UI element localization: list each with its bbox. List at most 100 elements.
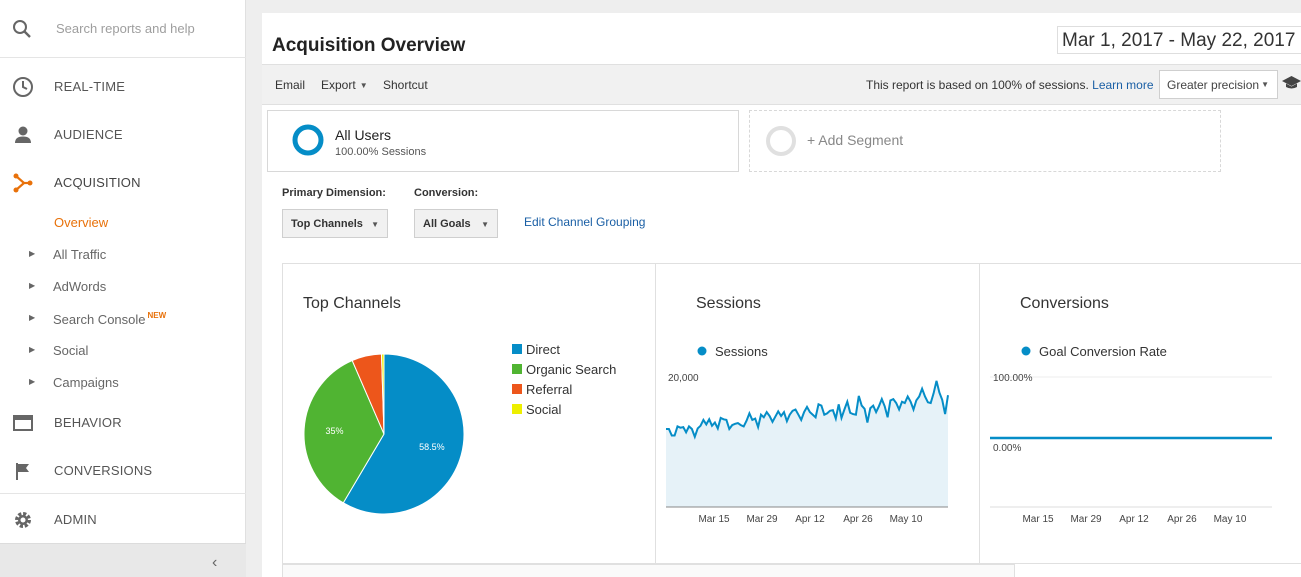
precision-value: Greater precision bbox=[1167, 78, 1260, 92]
date-range-picker[interactable]: Mar 1, 2017 - May 22, 2017 bbox=[1057, 26, 1301, 54]
expand-arrow-icon: ▶ bbox=[29, 313, 36, 322]
x-tick-label: Apr 12 bbox=[1119, 514, 1149, 525]
expand-arrow-icon: ▶ bbox=[29, 281, 36, 290]
sidebar-subitem-campaigns[interactable]: ▶ Campaigns bbox=[0, 370, 246, 396]
x-tick-label: May 10 bbox=[1214, 514, 1247, 525]
clock-icon bbox=[13, 77, 33, 97]
sidebar-subitem-social[interactable]: ▶ Social bbox=[0, 338, 246, 364]
legend-entry: Sessions bbox=[715, 344, 768, 359]
learn-more-link[interactable]: Learn more bbox=[1092, 78, 1154, 92]
sidebar-subitem-label: Search Console NEW bbox=[53, 311, 166, 327]
chevron-left-icon[interactable]: ‹ bbox=[212, 554, 218, 571]
sidebar-item-label: REAL-TIME bbox=[54, 79, 126, 94]
sidebar-subitem-label: Overview bbox=[54, 215, 109, 230]
precision-select[interactable]: Greater precision ▼ bbox=[1159, 70, 1278, 99]
sidebar-item-conversions[interactable]: CONVERSIONS bbox=[0, 450, 246, 490]
person-icon bbox=[15, 126, 31, 143]
conversions-title: Conversions bbox=[1020, 295, 1109, 312]
sessions-series-line[interactable] bbox=[666, 380, 949, 440]
legend-swatch bbox=[512, 384, 522, 394]
flag-icon bbox=[16, 463, 29, 480]
search-placeholder[interactable]: Search reports and help bbox=[56, 21, 195, 36]
legend-swatch bbox=[512, 364, 522, 374]
sidebar-item-behavior[interactable]: BEHAVIOR bbox=[0, 402, 246, 442]
segment-ring-icon bbox=[292, 124, 324, 156]
conversions-line-chart: Goal Conversion Rate 100.00% 0.00% Mar 15 Ma… bbox=[990, 344, 1272, 525]
sidebar-item-label: CONVERSIONS bbox=[54, 463, 153, 478]
add-segment-button[interactable]: + Add Segment bbox=[749, 110, 1221, 172]
legend-dot bbox=[697, 346, 707, 356]
legend-swatch bbox=[512, 404, 522, 414]
sidebar-item-admin[interactable]: ADMIN bbox=[0, 493, 246, 543]
search-icon bbox=[13, 20, 31, 38]
legend-entry[interactable]: Referral bbox=[526, 382, 572, 397]
sidebar-item-real-time[interactable]: REAL-TIME bbox=[0, 66, 246, 106]
behavior-icon bbox=[13, 415, 33, 431]
primary-dimension-label: Primary Dimension: bbox=[282, 187, 386, 199]
segment-subtitle: 100.00% Sessions bbox=[335, 146, 427, 158]
sidebar-search[interactable]: Search reports and help bbox=[0, 0, 246, 58]
sidebar-collapse[interactable]: ‹ bbox=[0, 543, 246, 577]
conversion-label: Conversion: bbox=[414, 187, 479, 199]
sidebar-item-label: ADMIN bbox=[54, 512, 97, 527]
caret-down-icon: ▼ bbox=[371, 220, 379, 229]
page-title: Acquisition Overview bbox=[272, 35, 466, 56]
main-panel: Acquisition Overview Mar 1, 2017 - May 2… bbox=[262, 13, 1301, 577]
sidebar-subitem-search-console[interactable]: ▶ Search Console NEW bbox=[0, 306, 246, 332]
legend-entry[interactable]: Social bbox=[526, 402, 562, 417]
graduation-cap-icon[interactable] bbox=[1282, 76, 1301, 90]
report-toolbar: Email Export ▼ Shortcut This report is ba… bbox=[262, 64, 1301, 105]
pie-slice-organic-search[interactable] bbox=[303, 359, 385, 504]
conversion-select[interactable]: All Goals ▼ bbox=[414, 209, 498, 238]
y-tick-label: 20,000 bbox=[668, 373, 699, 384]
panel-divider bbox=[979, 264, 980, 563]
sidebar-item-audience[interactable]: AUDIENCE bbox=[0, 114, 246, 154]
sidebar-subitem-overview[interactable]: Overview bbox=[0, 210, 246, 236]
conversion-value: All Goals bbox=[423, 218, 471, 230]
sidebar-item-acquisition[interactable]: ACQUISITION bbox=[0, 162, 246, 202]
sampling-note-text: This report is based on 100% of sessions… bbox=[866, 78, 1089, 92]
x-tick-label: May 10 bbox=[890, 514, 923, 525]
shortcut-button[interactable]: Shortcut bbox=[383, 78, 428, 92]
x-tick-label: Mar 29 bbox=[746, 514, 778, 525]
caret-down-icon: ▼ bbox=[481, 220, 489, 229]
sidebar-item-label: ACQUISITION bbox=[54, 175, 141, 190]
legend-entry[interactable]: Direct bbox=[526, 342, 560, 357]
pie-slice-social[interactable] bbox=[380, 353, 385, 435]
expand-arrow-icon: ▶ bbox=[29, 249, 36, 258]
next-section-edge bbox=[282, 564, 1015, 577]
legend-swatch bbox=[512, 344, 522, 354]
x-tick-label: Apr 12 bbox=[795, 514, 825, 525]
caret-down-icon: ▼ bbox=[1261, 80, 1269, 89]
admin-row-inner: ADMIN bbox=[0, 499, 246, 539]
top-channels-title: Top Channels bbox=[303, 295, 401, 312]
sidebar-subitem-label: Social bbox=[53, 343, 89, 358]
pie-slice-label: 58.5% bbox=[419, 442, 445, 452]
panel-divider bbox=[655, 264, 656, 563]
edit-channel-grouping-link[interactable]: Edit Channel Grouping bbox=[524, 215, 646, 229]
conversions-panel: Conversions Goal Conversion Rate 100.00% 0… bbox=[980, 264, 1301, 563]
x-tick-label: Mar 15 bbox=[698, 514, 730, 525]
top-channels-panel: Top Channels 58.5% 35% Direct Organic Searc… bbox=[283, 264, 656, 563]
sidebar-subitem-label: All Traffic bbox=[53, 247, 107, 262]
primary-dimension-value: Top Channels bbox=[291, 218, 363, 230]
search-console-label: Search Console bbox=[53, 312, 146, 327]
sidebar-subitem-adwords[interactable]: ▶ AdWords bbox=[0, 274, 246, 300]
sessions-area-fill bbox=[666, 380, 948, 507]
export-label: Export bbox=[321, 78, 356, 92]
legend-entry[interactable]: Organic Search bbox=[526, 362, 616, 377]
export-button[interactable]: Export ▼ bbox=[321, 78, 368, 92]
primary-dimension-select[interactable]: Top Channels ▼ bbox=[282, 209, 388, 238]
sidebar-subitem-label: AdWords bbox=[53, 279, 107, 294]
x-tick-label: Mar 15 bbox=[1022, 514, 1054, 525]
segment-title: All Users bbox=[335, 127, 392, 143]
pie-slice-direct[interactable] bbox=[342, 353, 465, 515]
sidebar-subitem-all-traffic[interactable]: ▶ All Traffic bbox=[0, 242, 246, 268]
add-segment-label: + Add Segment bbox=[807, 132, 904, 148]
pie-slice-label: 35% bbox=[325, 426, 343, 436]
acquisition-icon bbox=[13, 173, 33, 193]
y-tick-label: 0.00% bbox=[993, 443, 1021, 454]
email-button[interactable]: Email bbox=[275, 78, 306, 92]
segment-all-users[interactable]: All Users 100.00% Sessions bbox=[267, 110, 739, 172]
